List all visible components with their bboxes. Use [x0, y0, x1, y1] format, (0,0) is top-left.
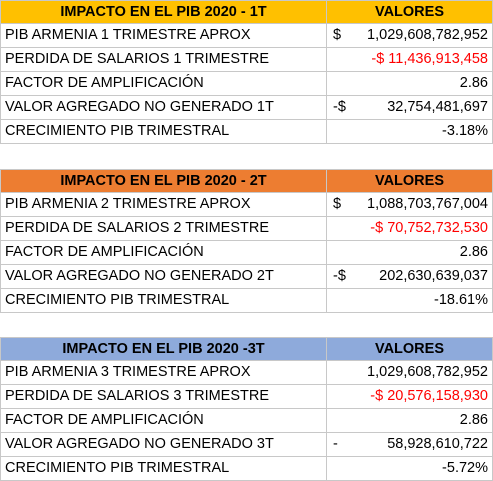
- row-value-cell: 2.86: [327, 241, 493, 265]
- row-value: 32,754,481,697: [387, 99, 488, 115]
- row-value: 58,928,610,722: [387, 436, 488, 452]
- row-value: 2.86: [459, 412, 488, 428]
- row-label: PERDIDA DE SALARIOS 2 TRIMESTRE: [0, 217, 327, 241]
- row-value-cell: 2.86: [327, 409, 493, 433]
- row-label: CRECIMIENTO PIB TRIMESTRAL: [0, 120, 327, 144]
- row-value: -18.61%: [433, 292, 488, 308]
- row-value: -5.72%: [442, 460, 488, 476]
- row-value-cell: -3.18%: [327, 120, 493, 144]
- row-label: VALOR AGREGADO NO GENERADO 3T: [0, 433, 327, 457]
- header-value: VALORES: [327, 0, 493, 24]
- table: IMPACTO EN EL PIB 2020 -3T VALORES PIB ARM…: [0, 337, 493, 481]
- row-label: CRECIMIENTO PIB TRIMESTRAL: [0, 289, 327, 313]
- row-label: PERDIDA DE SALARIOS 3 TRIMESTRE: [0, 385, 327, 409]
- row-label: PIB ARMENIA 1 TRIMESTRE APROX: [0, 24, 327, 48]
- row-value-cell: -$ 32,754,481,697: [327, 96, 493, 120]
- row-value-cell: 1,029,608,782,952: [327, 361, 493, 385]
- row-value: -$ 20,576,158,930: [370, 388, 488, 404]
- header-label: IMPACTO EN EL PIB 2020 - 2T: [0, 169, 327, 193]
- row-value: 2.86: [459, 75, 488, 91]
- value-prefix: $: [333, 196, 342, 212]
- header-label: IMPACTO EN EL PIB 2020 - 1T: [0, 0, 327, 24]
- row-value-cell: -$ 20,576,158,930: [327, 385, 493, 409]
- value-prefix: $: [333, 27, 342, 43]
- row-label: FACTOR DE AMPLIFICACIÓN: [0, 241, 327, 265]
- row-value: 1,029,608,782,952: [367, 27, 488, 43]
- header-label: IMPACTO EN EL PIB 2020 -3T: [0, 337, 327, 361]
- row-value-cell: -$ 70,752,732,530: [327, 217, 493, 241]
- row-value: 202,630,639,037: [379, 268, 488, 284]
- header-value: VALORES: [327, 337, 493, 361]
- table: IMPACTO EN EL PIB 2020 - 2T VALORES PIB AR…: [0, 169, 493, 313]
- row-label: PIB ARMENIA 3 TRIMESTRE APROX: [0, 361, 327, 385]
- row-value: 1,029,608,782,952: [367, 364, 488, 380]
- row-label: FACTOR DE AMPLIFICACIÓN: [0, 72, 327, 96]
- value-prefix: -$: [333, 99, 346, 115]
- header-value: VALORES: [327, 169, 493, 193]
- row-value: 1,088,703,767,004: [367, 196, 488, 212]
- row-value-cell: $1,029,608,782,952: [327, 24, 493, 48]
- row-value-cell: 2.86: [327, 72, 493, 96]
- row-value-cell: - 58,928,610,722: [327, 433, 493, 457]
- row-value-cell: -18.61%: [327, 289, 493, 313]
- row-label: FACTOR DE AMPLIFICACIÓN: [0, 409, 327, 433]
- table: IMPACTO EN EL PIB 2020 - 1T VALORES PIB AR…: [0, 0, 493, 144]
- row-value-cell: -$ 202,630,639,037: [327, 265, 493, 289]
- row-value: -3.18%: [442, 123, 488, 139]
- row-label: VALOR AGREGADO NO GENERADO 1T: [0, 96, 327, 120]
- row-value: -$ 70,752,732,530: [370, 220, 488, 236]
- row-label: CRECIMIENTO PIB TRIMESTRAL: [0, 457, 327, 481]
- row-label: VALOR AGREGADO NO GENERADO 2T: [0, 265, 327, 289]
- row-label: PIB ARMENIA 2 TRIMESTRE APROX: [0, 193, 327, 217]
- value-prefix: -: [333, 436, 338, 452]
- value-prefix: -$: [333, 268, 346, 284]
- row-value-cell: -5.72%: [327, 457, 493, 481]
- row-value-cell: $1,088,703,767,004: [327, 193, 493, 217]
- row-value: 2.86: [459, 244, 488, 260]
- row-value: -$ 11,436,913,458: [371, 51, 488, 67]
- row-label: PERDIDA DE SALARIOS 1 TRIMESTRE: [0, 48, 327, 72]
- row-value-cell: -$ 11,436,913,458: [327, 48, 493, 72]
